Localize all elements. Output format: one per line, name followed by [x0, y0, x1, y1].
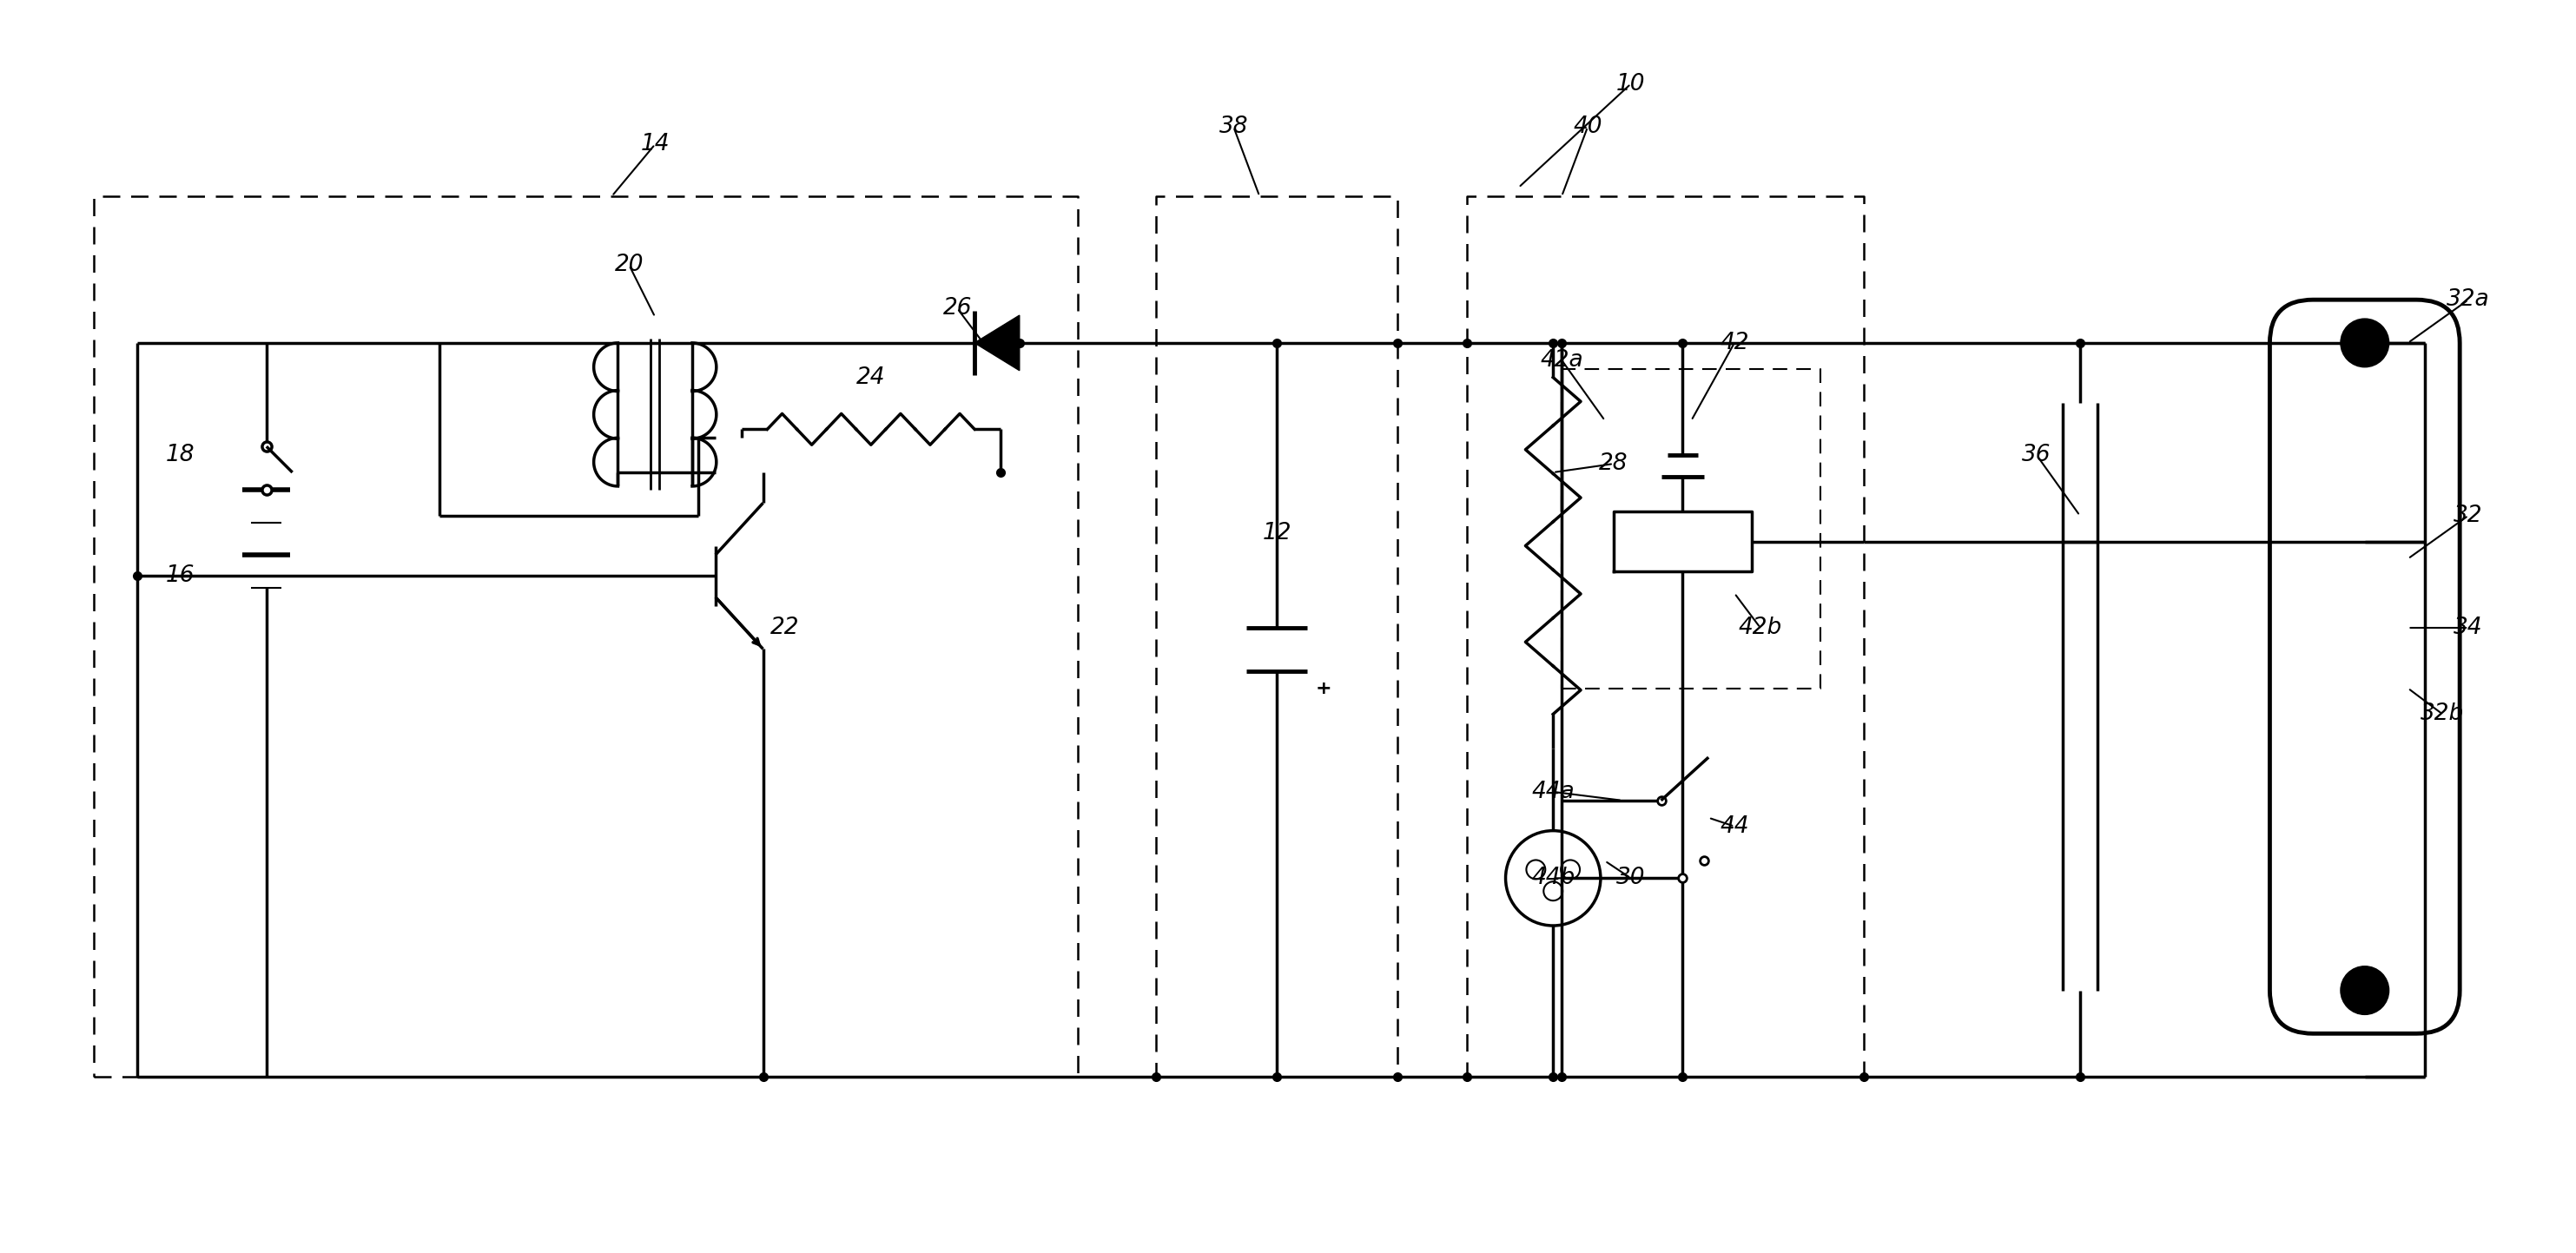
Text: 14: 14 — [641, 133, 670, 155]
Text: 24: 24 — [855, 366, 886, 388]
Circle shape — [2342, 966, 2388, 1015]
Text: 34: 34 — [2455, 616, 2483, 639]
Circle shape — [2342, 318, 2388, 367]
Text: 40: 40 — [1574, 115, 1602, 138]
Polygon shape — [974, 316, 1020, 371]
Text: 44a: 44a — [1533, 781, 1574, 803]
Text: +: + — [1316, 679, 1332, 697]
Text: 32: 32 — [2455, 504, 2483, 526]
Text: 28: 28 — [1600, 452, 1628, 475]
Text: 42a: 42a — [1540, 348, 1584, 371]
Text: 22: 22 — [770, 616, 799, 639]
Text: 10: 10 — [1615, 73, 1646, 95]
Text: 18: 18 — [165, 444, 196, 466]
Text: 26: 26 — [943, 297, 971, 320]
Text: 42: 42 — [1721, 332, 1749, 355]
Text: 20: 20 — [616, 254, 644, 277]
Text: 38: 38 — [1218, 115, 1249, 138]
Text: 36: 36 — [2022, 444, 2050, 466]
Text: 44: 44 — [1721, 814, 1749, 838]
Text: 44b: 44b — [1530, 867, 1574, 890]
Text: 16: 16 — [165, 565, 196, 588]
Text: 12: 12 — [1262, 521, 1291, 544]
Text: 42b: 42b — [1739, 616, 1783, 639]
Text: 32b: 32b — [2421, 703, 2465, 725]
Text: 30: 30 — [1615, 867, 1646, 890]
Text: 32a: 32a — [2447, 288, 2491, 311]
